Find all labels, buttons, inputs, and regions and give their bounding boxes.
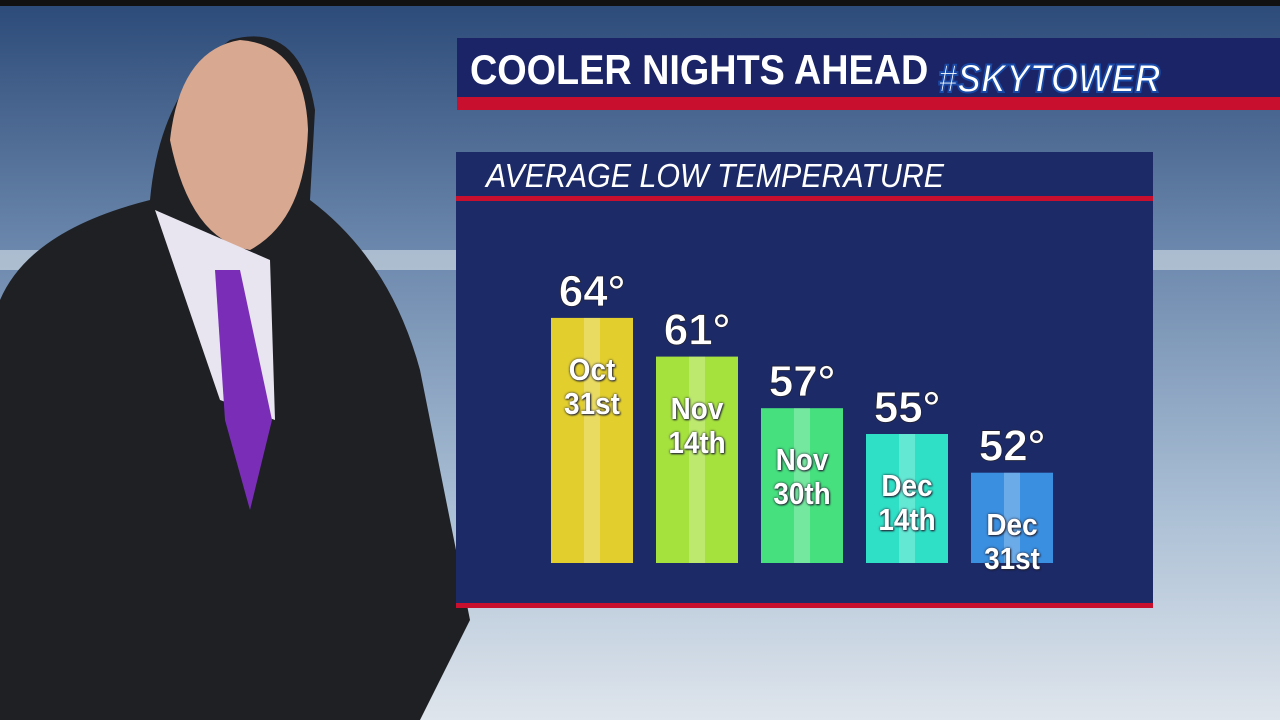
value-label: 61° [664,306,731,355]
bar [656,356,738,563]
presenter-tie [215,270,272,510]
brand-logo: #SKYTOWER [938,56,1160,101]
category-label: Nov 30th [773,442,831,512]
subtitle-stripe [456,196,1153,201]
bar-shine [1004,472,1020,563]
bar [971,472,1053,563]
category-label: Dec 14th [878,468,936,537]
category-label: Nov 14th [668,390,726,460]
presenter-face [170,40,308,250]
bar-shine [899,434,915,563]
category-label: Oct 31st [564,351,620,421]
bar-shine [689,356,705,563]
value-label: 64° [559,267,626,316]
value-label: 52° [979,422,1046,471]
value-label: 57° [769,357,836,406]
top-edge [0,0,1280,6]
category-label: Dec 31st [984,506,1040,576]
bar [761,408,843,563]
header-stripe [457,97,1280,110]
bar [551,317,633,563]
title: COOLER NIGHTS AHEAD [470,47,928,93]
value-label: 55° [874,383,941,432]
bottom-stripe [456,603,1153,608]
bar-shine [794,408,810,563]
subtitle: AVERAGE LOW TEMPERATURE [484,157,945,194]
header-bar [457,38,1280,100]
bar-shine [584,317,600,563]
bar [866,434,948,563]
